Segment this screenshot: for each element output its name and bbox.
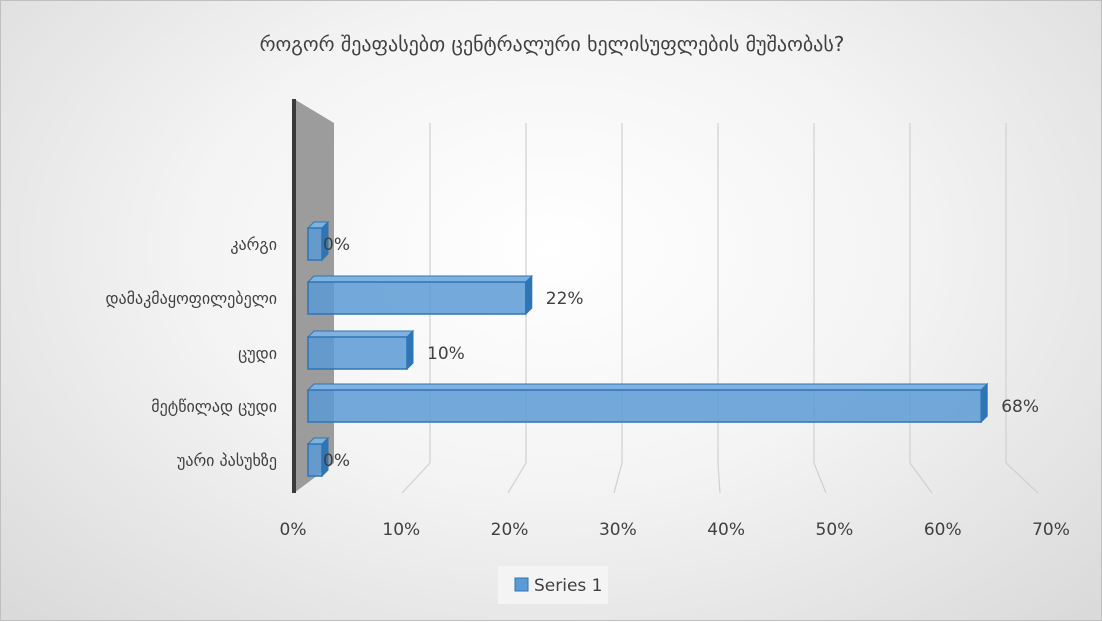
- data-label: 0%: [323, 235, 350, 255]
- bar-top: [306, 275, 534, 283]
- legend: Series 1: [498, 566, 608, 604]
- data-labels: 0% 22% 10% 68% 0%: [323, 235, 1039, 471]
- category-label: მეტწილად ცუდი: [151, 397, 277, 416]
- data-label: 10%: [427, 344, 465, 364]
- bar: [307, 281, 527, 315]
- floor-gridline: [909, 462, 933, 494]
- floor-gridline: [1005, 462, 1039, 494]
- x-tick-label: 40%: [707, 520, 745, 540]
- legend-swatch: [514, 577, 529, 592]
- category-label: დამაკმაყოფილებელი: [105, 289, 277, 308]
- floor-gridline: [813, 462, 827, 494]
- floor-gridline: [717, 462, 721, 494]
- x-tick-label: 70%: [1032, 520, 1070, 540]
- bars: [306, 220, 989, 478]
- x-tick-label: 60%: [924, 520, 962, 540]
- bar-top: [306, 330, 415, 338]
- data-label: 0%: [323, 451, 350, 471]
- chart-title: როგორ შეაფასებთ ცენტრალური ხელისუფლების …: [260, 32, 845, 56]
- bar-side: [980, 382, 988, 424]
- x-tick-label: 30%: [599, 520, 637, 540]
- x-axis-ticks: 0% 10% 20% 30% 40% 50% 60% 70%: [280, 520, 1070, 540]
- bar-side: [406, 329, 414, 371]
- data-label: 68%: [1001, 397, 1039, 417]
- data-label: 22%: [546, 289, 584, 309]
- floor-gridline: [507, 462, 527, 494]
- bar: [307, 227, 323, 261]
- x-tick-label: 0%: [280, 520, 307, 540]
- category-label: ცუდი: [238, 344, 277, 363]
- category-label: კარგი: [230, 235, 277, 254]
- legend-series-label: Series 1: [534, 576, 603, 596]
- category-labels: კარგი დამაკმაყოფილებელი ცუდი მეტწილად ცუდი უ…: [105, 235, 277, 470]
- floor-gridline: [613, 462, 623, 494]
- x-tick-label: 50%: [816, 520, 854, 540]
- x-tick-label: 10%: [382, 520, 420, 540]
- bar: [307, 336, 408, 370]
- bar: [307, 389, 982, 423]
- x-tick-label: 20%: [491, 520, 529, 540]
- floor-gridline: [401, 462, 431, 494]
- category-label: უარი პასუხზე: [177, 451, 277, 470]
- bar-top: [306, 383, 989, 391]
- bar-side: [525, 274, 533, 316]
- bar: [307, 443, 323, 477]
